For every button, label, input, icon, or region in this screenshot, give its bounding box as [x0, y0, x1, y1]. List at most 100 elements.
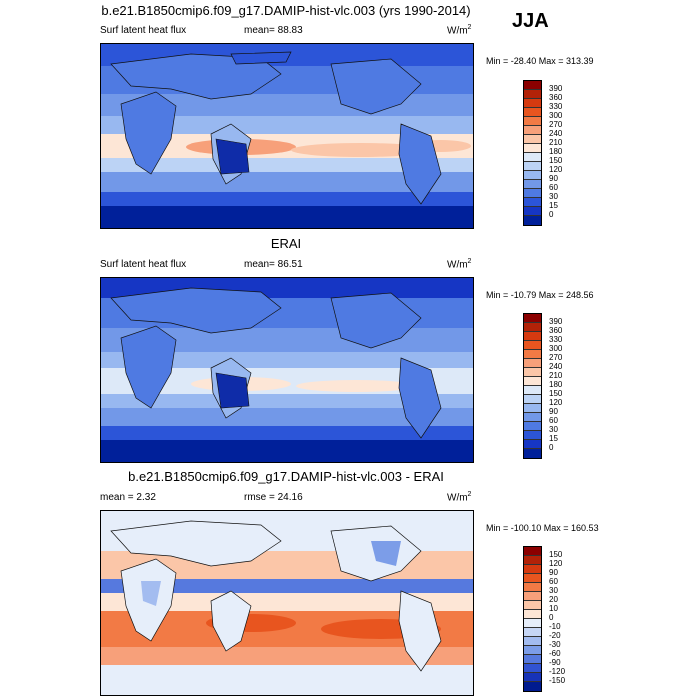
colorbar-box [524, 583, 541, 592]
colorbar-box [524, 422, 541, 431]
colorbar-tick-label: -150 [549, 676, 566, 685]
panel2-minmax: Min = -10.79 Max = 248.56 [486, 290, 594, 300]
panel1-map [100, 43, 474, 229]
panel1-variable-label: Surf latent heat flux [100, 25, 187, 36]
colorbar-box [524, 189, 541, 198]
colorbar-box [524, 619, 541, 628]
colorbar-box [524, 368, 541, 377]
colorbar-tick-label: 10 [549, 604, 558, 613]
colorbar-tick-label: 300 [549, 111, 563, 120]
colorbar-box [524, 180, 541, 189]
panel2-variable-label: Surf latent heat flux [100, 259, 187, 270]
colorbar-tick-label: 150 [549, 156, 563, 165]
panel1-units: W/m2 [447, 24, 471, 36]
panel2-mean-label: mean= 86.51 [244, 259, 303, 270]
colorbar-tick-label: -60 [549, 649, 561, 658]
colorbar-box [524, 117, 541, 126]
colorbar-box [524, 673, 541, 682]
colorbar-box [524, 314, 541, 323]
colorbar-tick-label: -90 [549, 658, 561, 667]
colorbar-box [524, 628, 541, 637]
panel3-colorbar [523, 546, 542, 692]
colorbar-box [524, 162, 541, 171]
panel1-title: b.e21.B1850cmip6.f09_g17.DAMIP-hist-vlc.… [101, 3, 471, 18]
colorbar-box [524, 90, 541, 99]
colorbar-tick-label: -20 [549, 631, 561, 640]
panel3-units-text: W/m [447, 492, 468, 504]
colorbar-tick-label: 60 [549, 416, 558, 425]
colorbar-tick-label: 0 [549, 210, 554, 219]
panel2-units: W/m2 [447, 258, 471, 270]
panel3-mean-label: mean = 2.32 [100, 492, 156, 503]
colorbar-box [524, 610, 541, 619]
panel2-units-text: W/m [447, 259, 468, 271]
panel3-units-sup: 2 [467, 491, 472, 498]
colorbar-tick-label: 330 [549, 335, 563, 344]
colorbar-tick-label: 300 [549, 344, 563, 353]
colorbar-tick-label: 120 [549, 165, 563, 174]
colorbar-box [524, 637, 541, 646]
colorbar-tick-label: 30 [549, 192, 558, 201]
colorbar-box [524, 171, 541, 180]
colorbar-box [524, 126, 541, 135]
season-label: JJA [512, 10, 549, 32]
panel2-units-sup: 2 [467, 258, 472, 265]
colorbar-tick-label: 360 [549, 326, 563, 335]
colorbar-box [524, 682, 541, 691]
colorbar-box [524, 574, 541, 583]
colorbar-box [524, 646, 541, 655]
colorbar-tick-label: -10 [549, 622, 561, 631]
colorbar-box [524, 395, 541, 404]
colorbar-box [524, 99, 541, 108]
colorbar-box [524, 377, 541, 386]
colorbar-box [524, 207, 541, 216]
colorbar-tick-label: 180 [549, 380, 563, 389]
colorbar-box [524, 198, 541, 207]
colorbar-tick-label: 20 [549, 595, 558, 604]
colorbar-tick-label: 210 [549, 138, 563, 147]
colorbar-tick-label: 30 [549, 425, 558, 434]
colorbar-tick-label: 270 [549, 353, 563, 362]
colorbar-tick-label: 360 [549, 93, 563, 102]
panel2-title: ERAI [270, 236, 302, 251]
panel1-minmax: Min = -28.40 Max = 313.39 [486, 56, 594, 66]
colorbar-tick-label: 210 [549, 371, 563, 380]
colorbar-box [524, 359, 541, 368]
colorbar-tick-label: 390 [549, 84, 563, 93]
panel3-units: W/m2 [447, 491, 471, 503]
panel1-colorbar [523, 80, 542, 226]
panel3-rmse-label: rmse = 24.16 [244, 492, 303, 503]
colorbar-tick-label: 240 [549, 362, 563, 371]
colorbar-box [524, 135, 541, 144]
panel1-mean-label: mean= 88.83 [244, 25, 303, 36]
colorbar-box [524, 664, 541, 673]
colorbar-box [524, 404, 541, 413]
colorbar-tick-label: 90 [549, 407, 558, 416]
panel1-units-text: W/m [447, 25, 468, 37]
colorbar-box [524, 81, 541, 90]
colorbar-tick-label: 30 [549, 586, 558, 595]
colorbar-box [524, 332, 541, 341]
colorbar-tick-label: 0 [549, 443, 554, 452]
colorbar-tick-label: 90 [549, 568, 558, 577]
colorbar-box [524, 556, 541, 565]
panel1-units-sup: 2 [467, 24, 472, 31]
colorbar-box [524, 449, 541, 458]
colorbar-tick-label: 60 [549, 183, 558, 192]
colorbar-box [524, 108, 541, 117]
panel3-minmax: Min = -100.10 Max = 160.53 [486, 523, 599, 533]
colorbar-box [524, 601, 541, 610]
colorbar-tick-label: -30 [549, 640, 561, 649]
colorbar-tick-label: 15 [549, 201, 558, 210]
colorbar-box [524, 592, 541, 601]
colorbar-tick-label: 150 [549, 550, 563, 559]
colorbar-box [524, 323, 541, 332]
colorbar-box [524, 350, 541, 359]
colorbar-tick-label: 120 [549, 559, 563, 568]
colorbar-tick-label: 60 [549, 577, 558, 586]
colorbar-box [524, 386, 541, 395]
colorbar-tick-label: 120 [549, 398, 563, 407]
panel3-title: b.e21.B1850cmip6.f09_g17.DAMIP-hist-vlc.… [128, 469, 444, 484]
colorbar-box [524, 655, 541, 664]
panel3-map [100, 510, 474, 696]
